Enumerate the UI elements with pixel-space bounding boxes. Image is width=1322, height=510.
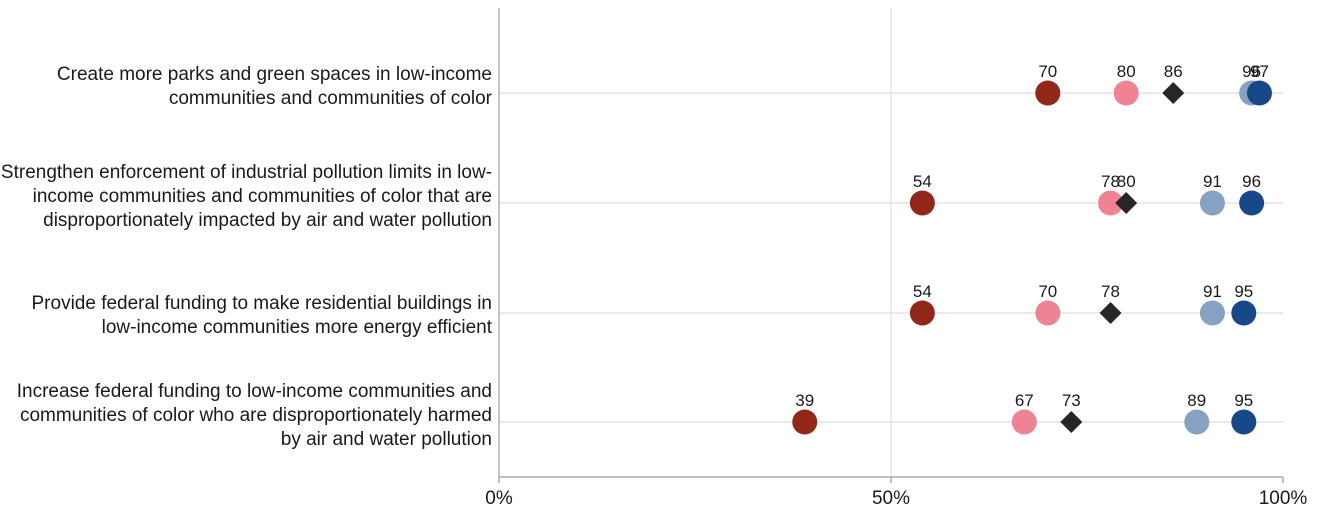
row-label-energy-efficiency: Provide federal funding to make resident…	[31, 293, 493, 338]
dot-marker	[909, 300, 935, 326]
value-label: 96	[1242, 62, 1261, 81]
dot-marker	[1113, 80, 1139, 106]
value-label: 80	[1117, 62, 1136, 81]
row-label-pollution-enforcement: Strengthen enforcement of industrial pol…	[0, 162, 492, 231]
value-label: 73	[1062, 391, 1081, 410]
value-label: 91	[1203, 172, 1222, 191]
dot-marker	[1184, 409, 1210, 435]
value-label: 86	[1164, 62, 1183, 81]
value-label: 95	[1234, 282, 1253, 301]
diamond-marker	[1060, 411, 1083, 433]
value-label: 78	[1101, 282, 1120, 301]
row-labels: Create more parks and green spaces in lo…	[0, 0, 492, 510]
dot-marker	[1231, 409, 1257, 435]
diamond-marker	[1115, 192, 1138, 214]
value-label: 96	[1242, 172, 1261, 191]
dot-marker	[1035, 80, 1061, 106]
x-tick-label: 50%	[872, 488, 910, 509]
dot-marker	[909, 190, 935, 216]
x-tick-label: 0%	[485, 488, 513, 509]
value-label: 54	[913, 172, 932, 191]
dot-marker	[1231, 300, 1257, 326]
value-label: 78	[1101, 172, 1120, 191]
value-label: 89	[1187, 391, 1206, 410]
x-tick-label: 100%	[1259, 488, 1308, 509]
diamond-marker	[1162, 82, 1185, 104]
diamond-marker	[1099, 302, 1122, 324]
dot-marker	[1098, 190, 1124, 216]
value-label: 80	[1117, 172, 1136, 191]
dot-marker	[1035, 300, 1061, 326]
row-label-federal-funding: Increase federal funding to low-income c…	[16, 381, 492, 450]
dot-marker	[1011, 409, 1037, 435]
row-label-parks: Create more parks and green spaces in lo…	[56, 64, 492, 109]
value-label: 97	[1250, 62, 1269, 81]
value-label: 91	[1203, 282, 1222, 301]
value-label: 67	[1015, 391, 1034, 410]
value-label: 95	[1234, 391, 1253, 410]
value-label: 54	[913, 282, 932, 301]
value-label: 70	[1038, 282, 1057, 301]
dot-marker	[1239, 190, 1265, 216]
dot-marker	[1246, 80, 1272, 106]
value-label: 39	[795, 391, 814, 410]
dot-marker	[1199, 190, 1225, 216]
dot-marker	[792, 409, 818, 435]
dot-marker	[1199, 300, 1225, 326]
value-label: 70	[1038, 62, 1057, 81]
